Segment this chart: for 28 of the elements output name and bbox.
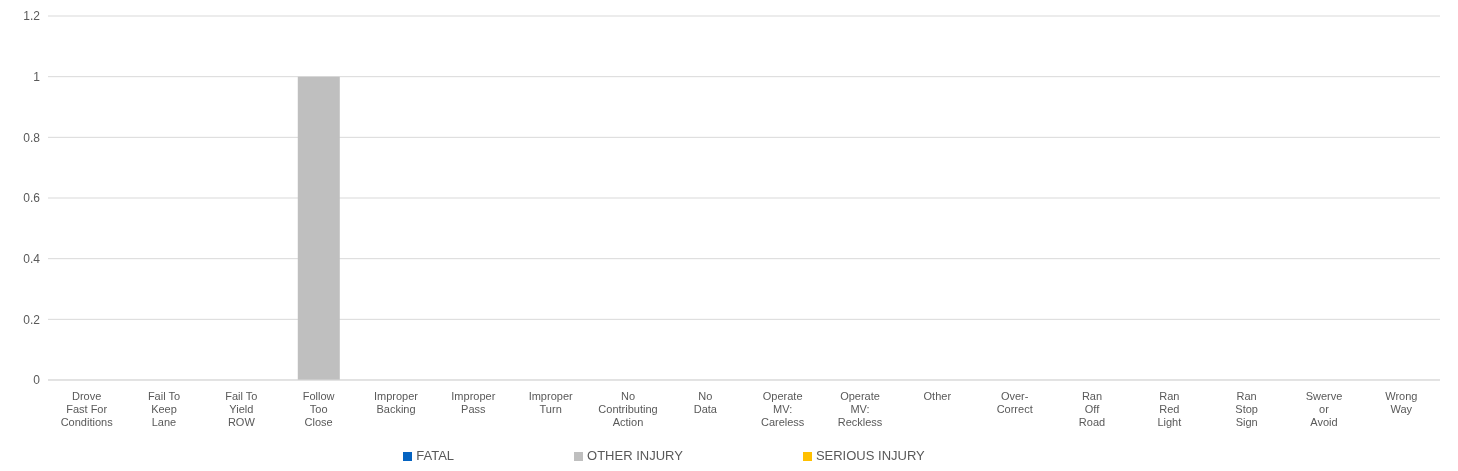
y-tick-label: 0.2 [23, 312, 41, 327]
x-tick-label: Follow Too Close [302, 390, 335, 428]
x-tick-label: No Data [693, 390, 718, 415]
x-tick-label: No Contributing Action [598, 390, 658, 428]
y-tick-label: 0.6 [23, 191, 41, 206]
y-tick-label: 1.2 [23, 9, 41, 24]
x-tick-label: Fail To Keep Lane [147, 390, 181, 428]
x-tick-label: Ran Stop Sign [1235, 390, 1258, 428]
legend-label: OTHER INJURY [587, 448, 683, 463]
x-tick-label: Drove Fast For Conditions [60, 390, 114, 428]
x-tick-label: Wrong Way [1385, 390, 1418, 415]
x-tick-label: Other [923, 390, 952, 402]
y-tick-label: 0.8 [23, 130, 41, 145]
x-tick-label: Swerve or Avoid [1305, 390, 1343, 428]
legend-label: FATAL [416, 448, 455, 463]
x-tick-label: Improper Turn [528, 390, 573, 415]
x-tick-label: Operate MV: Reckless [837, 390, 883, 428]
x-tick-label: Operate MV: Careless [760, 390, 805, 428]
y-tick-label: 0.4 [23, 251, 41, 266]
y-tick-label: 0 [33, 373, 41, 388]
x-tick-label: Improper Pass [451, 390, 496, 415]
x-tick-label: Over- Correct [996, 390, 1033, 415]
x-tick-label: Ran Red Light [1157, 390, 1182, 428]
x-tick-label: Ran Off Road [1078, 390, 1106, 428]
y-tick-label: 1 [33, 69, 41, 84]
legend-label: SERIOUS INJURY [815, 448, 925, 463]
x-tick-label: Fail To Yield ROW [225, 390, 258, 428]
x-tick-label: Improper Backing [373, 390, 419, 415]
